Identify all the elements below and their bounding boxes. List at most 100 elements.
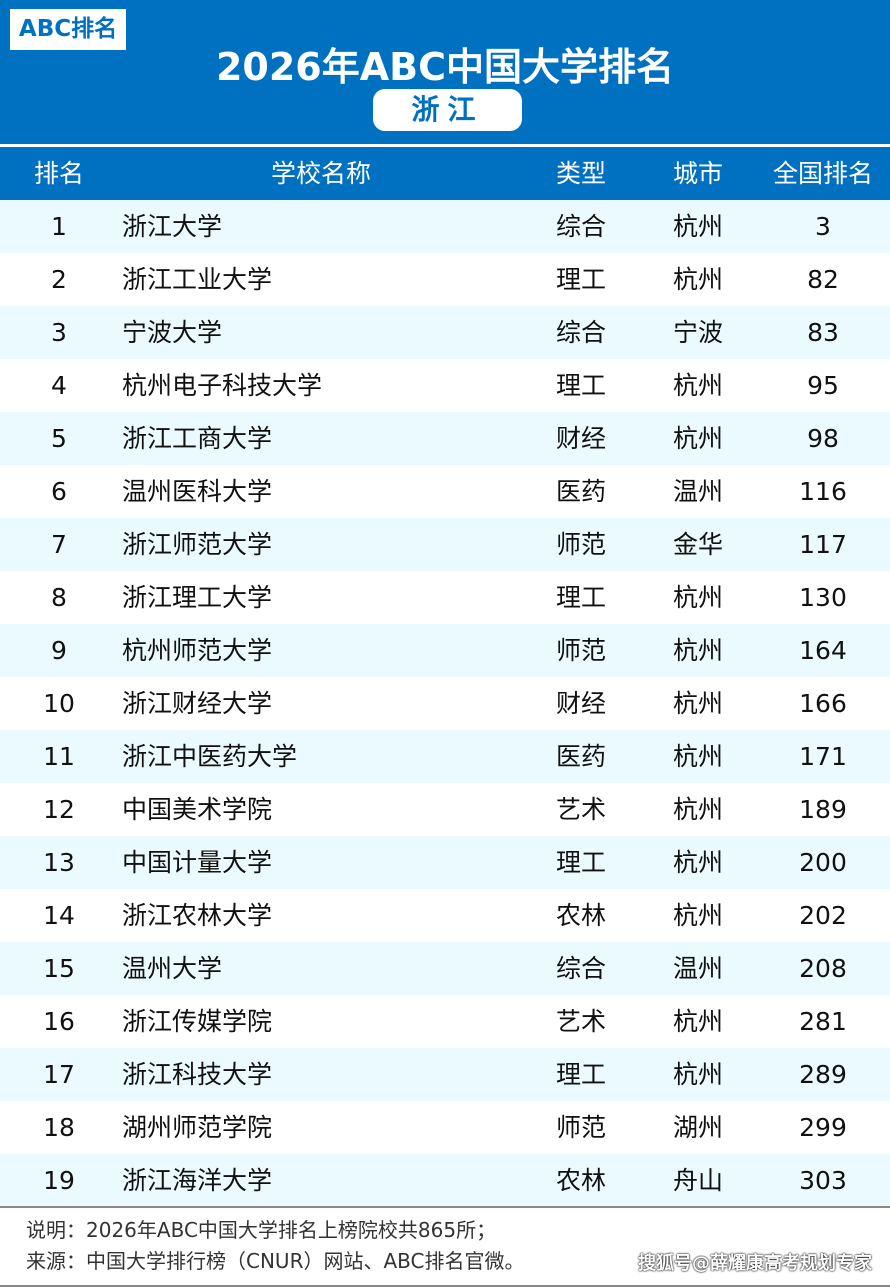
page-title: 2026年ABC中国大学排名: [215, 45, 675, 89]
cell-type: 理工: [555, 371, 606, 400]
cell-city: 杭州: [672, 795, 723, 824]
cell-national-rank: 299: [799, 1113, 847, 1142]
table-row: 15 温州大学 综合 温州 208: [0, 942, 890, 995]
cell-city: 舟山: [672, 1166, 723, 1195]
cell-type: 医药: [555, 477, 606, 506]
cell-type: 理工: [555, 848, 606, 877]
col-city: 城市: [672, 159, 723, 188]
col-rank: 排名: [33, 159, 84, 188]
table-header: 排名 学校名称 类型 城市 全国排名: [0, 147, 890, 200]
cell-type: 理工: [555, 1060, 606, 1089]
table-body: 1 浙江大学 综合 杭州 3 2 浙江工业大学 理工 杭州 82 3 宁波大学 综合 宁波 83 4 杭州电子科…: [0, 200, 890, 1207]
cell-city: 杭州: [672, 265, 723, 294]
cell-city: 杭州: [672, 212, 723, 241]
table-row: 11 浙江中医药大学 医药 杭州 171: [0, 730, 890, 783]
cell-national-rank: 3: [815, 212, 831, 241]
table-row: 4 杭州电子科技大学 理工 杭州 95: [0, 359, 890, 412]
cell-type: 师范: [555, 636, 606, 665]
cell-city: 杭州: [672, 901, 723, 930]
cell-school: 浙江农林大学: [122, 901, 273, 930]
cell-national-rank: 189: [799, 795, 847, 824]
table-row: 18 湖州师范学院 师范 湖州 299: [0, 1101, 890, 1154]
cell-city: 杭州: [672, 848, 723, 877]
header-banner: ABC排名 2026年ABC中国大学排名 浙江: [0, 0, 890, 144]
cell-city: 杭州: [672, 689, 723, 718]
cell-national-rank: 303: [799, 1166, 847, 1195]
cell-rank: 10: [43, 689, 75, 718]
cell-city: 温州: [672, 477, 723, 506]
table-row: 14 浙江农林大学 农林 杭州 202: [0, 889, 890, 942]
col-national-rank: 全国排名: [772, 159, 873, 188]
cell-type: 艺术: [555, 1007, 606, 1036]
cell-national-rank: 281: [799, 1007, 847, 1036]
table-row: 7 浙江师范大学 师范 金华 117: [0, 518, 890, 571]
cell-national-rank: 289: [799, 1060, 847, 1089]
cell-type: 财经: [555, 424, 606, 453]
cell-rank: 17: [43, 1060, 75, 1089]
watermark: 搜狐号@薛耀康高考规划专家: [638, 1253, 872, 1274]
cell-type: 综合: [555, 212, 606, 241]
cell-school: 浙江海洋大学: [122, 1166, 273, 1195]
cell-national-rank: 166: [799, 689, 847, 718]
cell-rank: 18: [43, 1113, 75, 1142]
cell-school: 温州大学: [122, 954, 223, 983]
cell-national-rank: 83: [807, 318, 839, 347]
cell-school: 宁波大学: [122, 318, 223, 347]
table-row: 2 浙江工业大学 理工 杭州 82: [0, 253, 890, 306]
cell-city: 杭州: [672, 371, 723, 400]
cell-school: 湖州师范学院: [122, 1113, 273, 1142]
cell-national-rank: 200: [799, 848, 847, 877]
cell-school: 中国计量大学: [122, 848, 273, 877]
cell-type: 理工: [555, 583, 606, 612]
cell-school: 浙江中医药大学: [122, 742, 298, 771]
table-row: 1 浙江大学 综合 杭州 3: [0, 200, 890, 253]
cell-type: 综合: [555, 318, 606, 347]
cell-city: 杭州: [672, 742, 723, 771]
table-row: 5 浙江工商大学 财经 杭州 98: [0, 412, 890, 465]
table-row: 19 浙江海洋大学 农林 舟山 303: [0, 1154, 890, 1207]
cell-rank: 19: [43, 1166, 75, 1195]
cell-city: 温州: [672, 954, 723, 983]
cell-type: 农林: [555, 1166, 606, 1195]
col-type: 类型: [555, 159, 606, 188]
cell-city: 杭州: [672, 424, 723, 453]
cell-city: 杭州: [672, 583, 723, 612]
cell-school: 浙江财经大学: [122, 689, 273, 718]
cell-school: 浙江大学: [122, 212, 223, 241]
cell-rank: 14: [43, 901, 75, 930]
footer-note: 说明：2026年ABC中国大学排名上榜院校共865所；: [26, 1218, 497, 1242]
cell-type: 理工: [555, 265, 606, 294]
cell-city: 杭州: [672, 636, 723, 665]
footer: 说明：2026年ABC中国大学排名上榜院校共865所； 来源：中国大学排行榜（C…: [0, 1206, 890, 1287]
cell-national-rank: 117: [799, 530, 847, 559]
cell-rank: 1: [51, 212, 67, 241]
table-row: 17 浙江科技大学 理工 杭州 289: [0, 1048, 890, 1101]
cell-national-rank: 130: [799, 583, 847, 612]
cell-rank: 6: [51, 477, 67, 506]
cell-rank: 3: [51, 318, 67, 347]
cell-school: 中国美术学院: [122, 795, 273, 824]
cell-type: 财经: [555, 689, 606, 718]
table-row: 6 温州医科大学 医药 温州 116: [0, 465, 890, 518]
footer-source: 来源：中国大学排行榜（CNUR）网站、ABC排名官微。: [26, 1249, 525, 1273]
cell-rank: 5: [51, 424, 67, 453]
cell-rank: 9: [51, 636, 67, 665]
province-badge: 浙江: [373, 89, 522, 131]
cell-rank: 13: [43, 848, 75, 877]
cell-national-rank: 208: [799, 954, 847, 983]
cell-rank: 4: [51, 371, 67, 400]
cell-school: 浙江工业大学: [122, 265, 273, 294]
cell-national-rank: 98: [807, 424, 839, 453]
cell-type: 医药: [555, 742, 606, 771]
cell-national-rank: 116: [799, 477, 847, 506]
table-row: 8 浙江理工大学 理工 杭州 130: [0, 571, 890, 624]
cell-type: 师范: [555, 530, 606, 559]
table-row: 16 浙江传媒学院 艺术 杭州 281: [0, 995, 890, 1048]
cell-type: 农林: [555, 901, 606, 930]
cell-school: 浙江科技大学: [122, 1060, 273, 1089]
cell-school: 温州医科大学: [122, 477, 273, 506]
table-row: 12 中国美术学院 艺术 杭州 189: [0, 783, 890, 836]
cell-type: 艺术: [555, 795, 606, 824]
cell-rank: 16: [43, 1007, 75, 1036]
cell-city: 湖州: [672, 1113, 723, 1142]
